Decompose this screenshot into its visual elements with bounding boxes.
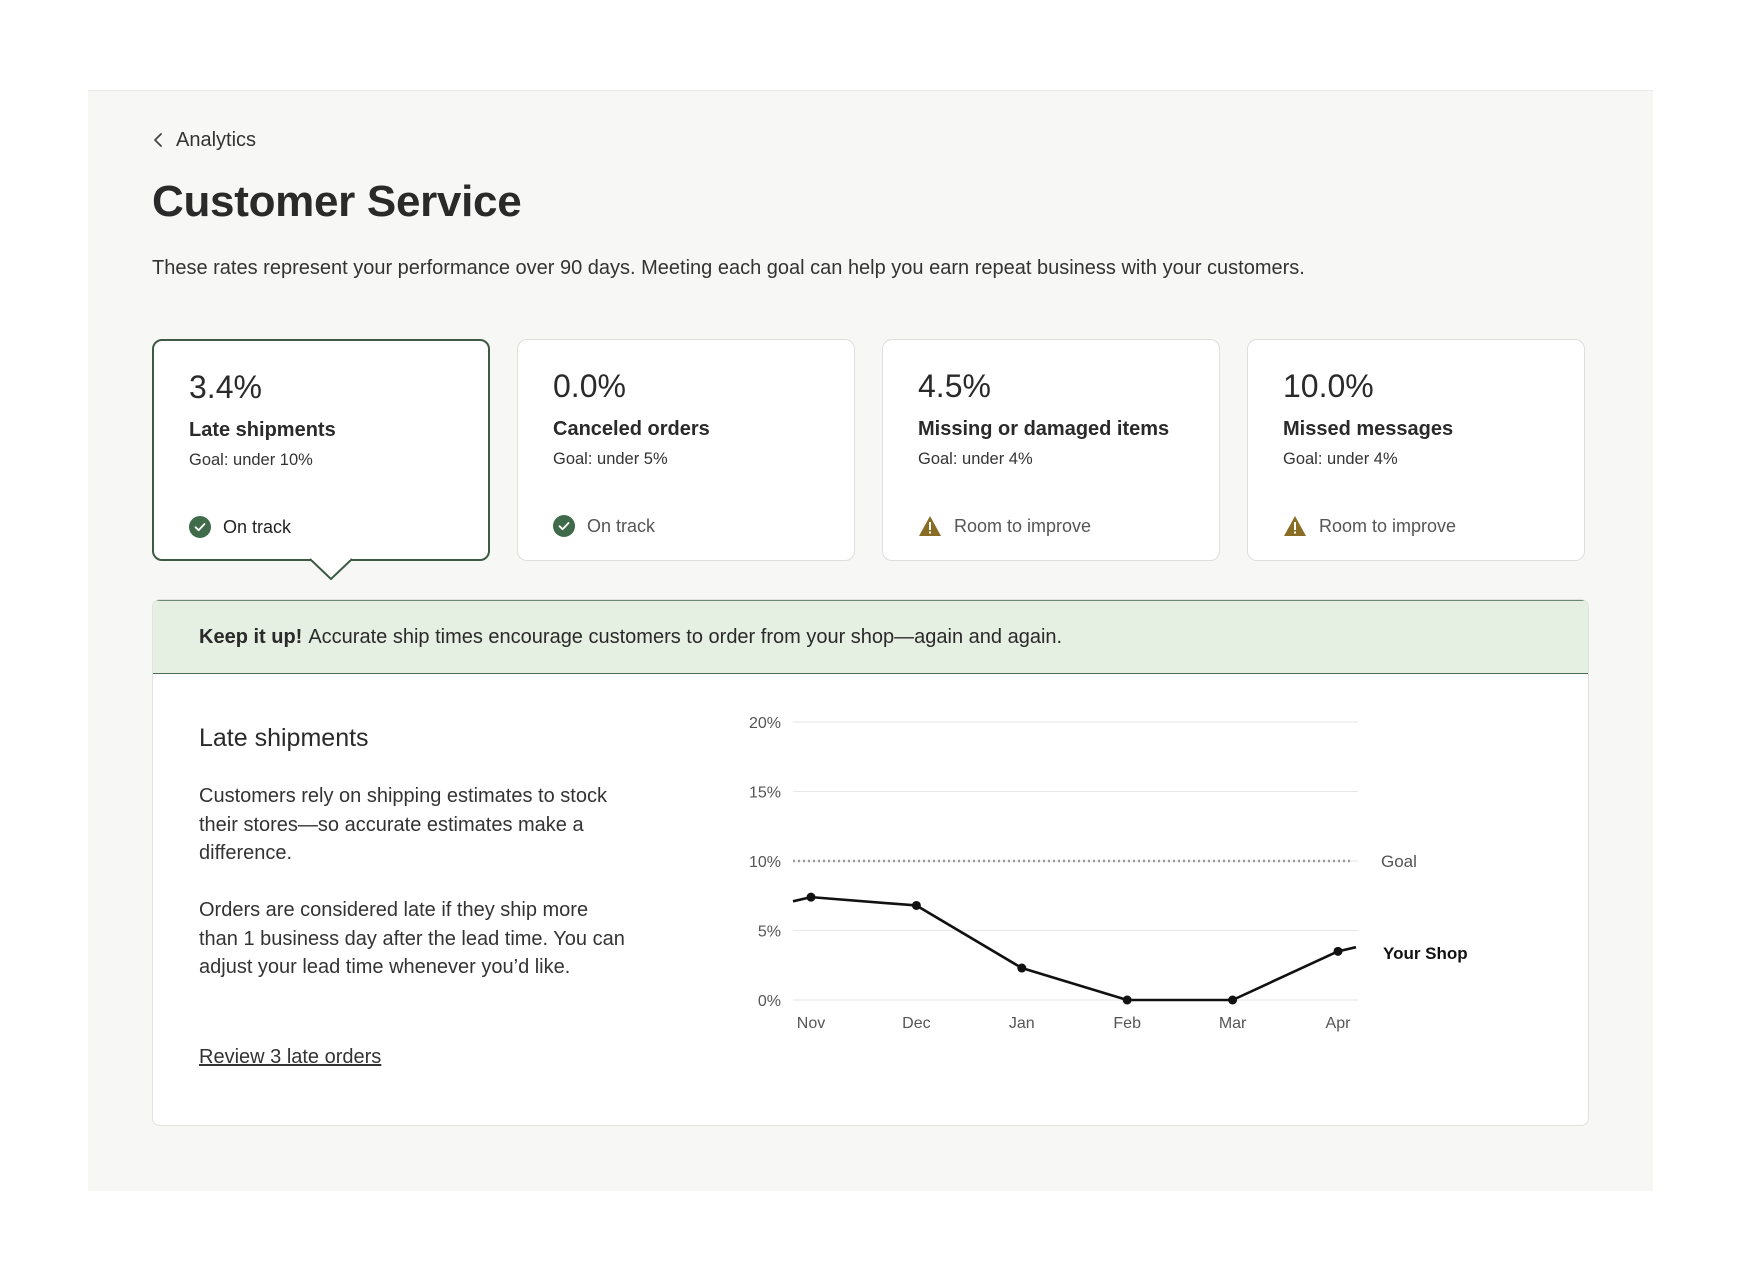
warning-triangle-icon <box>1283 515 1307 537</box>
metric-goal: Goal: under 4% <box>1283 450 1398 468</box>
breadcrumb-label[interactable]: Analytics <box>176 129 257 151</box>
data-point <box>1122 995 1132 1005</box>
y-tick-label: 10% <box>749 854 781 871</box>
series-line <box>792 895 1357 1002</box>
metric-card-canceled-orders[interactable]: 0.0% Canceled orders Goal: under 5% On t… <box>517 339 855 561</box>
metric-card-missing-damaged[interactable]: 4.5% Missing or damaged items Goal: unde… <box>882 339 1220 561</box>
page-subtitle: These rates represent your performance o… <box>152 257 1305 279</box>
status-badge: On track <box>189 516 291 538</box>
data-point <box>1017 963 1027 973</box>
warning-triangle-icon <box>918 515 942 537</box>
page-container: Analytics Customer Service These rates r… <box>88 90 1653 1191</box>
breadcrumb[interactable]: Analytics <box>152 129 256 152</box>
status-label: On track <box>587 515 656 536</box>
banner-text: Accurate ship times encourage customers … <box>308 625 1063 648</box>
y-tick-label: 20% <box>749 715 781 732</box>
metric-value: 3.4% <box>189 369 262 405</box>
data-point <box>1228 995 1238 1005</box>
late-shipments-chart: 0% 5% 10% 15% 20% Nov Dec Jan Feb Mar Apr Goal Your … <box>749 715 1468 1032</box>
goal-label: Goal <box>1381 852 1417 871</box>
data-point <box>806 892 816 902</box>
detail-paragraph: Orders are considered late if they ship … <box>199 899 625 978</box>
metric-card-missed-messages[interactable]: 10.0% Missed messages Goal: under 4% Roo… <box>1247 339 1585 561</box>
chevron-left-icon[interactable] <box>152 130 176 152</box>
status-badge: Room to improve <box>918 515 1091 537</box>
metric-name: Missing or damaged items <box>918 418 1170 440</box>
metric-value: 10.0% <box>1283 368 1374 404</box>
metric-goal: Goal: under 5% <box>553 450 668 468</box>
check-circle-icon <box>553 515 575 537</box>
status-badge: On track <box>553 515 655 537</box>
banner-strong: Keep it up! <box>199 625 303 648</box>
metric-goal: Goal: under 10% <box>189 451 313 469</box>
x-tick-label: Nov <box>797 1015 825 1032</box>
x-tick-label: Feb <box>1113 1015 1141 1032</box>
x-tick-label: Mar <box>1219 1015 1247 1032</box>
data-point <box>1333 946 1343 956</box>
status-label: On track <box>223 516 292 537</box>
detail-title: Late shipments <box>199 724 369 752</box>
page-title: Customer Service <box>152 177 522 226</box>
metric-goal: Goal: under 4% <box>918 450 1033 468</box>
x-tick-label: Dec <box>902 1015 930 1032</box>
metric-cards: 3.4% Late shipments Goal: under 10% On t… <box>152 339 1589 581</box>
metric-name: Canceled orders <box>553 418 710 440</box>
y-tick-label: 0% <box>758 993 781 1010</box>
detail-panel: Keep it up! Accurate ship times encourag… <box>152 599 1589 1126</box>
status-label: Room to improve <box>1319 515 1457 536</box>
detail-paragraph: Customers rely on shipping estimates to … <box>199 785 607 864</box>
y-tick-label: 15% <box>749 785 781 802</box>
x-tick-label: Jan <box>1009 1015 1035 1032</box>
x-tick-label: Apr <box>1326 1015 1352 1032</box>
metric-name: Late shipments <box>189 419 336 441</box>
status-badge: Room to improve <box>1283 515 1456 537</box>
check-circle-icon <box>189 516 211 538</box>
metric-card-late-shipments[interactable]: 3.4% Late shipments Goal: under 10% On t… <box>152 339 490 561</box>
data-point <box>911 900 921 910</box>
metric-name: Missed messages <box>1283 418 1454 440</box>
metric-value: 4.5% <box>918 368 991 404</box>
status-label: Room to improve <box>954 515 1092 536</box>
series-label: Your Shop <box>1383 944 1468 963</box>
review-late-orders-link[interactable]: Review 3 late orders <box>199 1046 382 1068</box>
metric-value: 0.0% <box>553 368 626 404</box>
y-tick-label: 5% <box>758 924 781 941</box>
feedback-banner: Keep it up! Accurate ship times encourag… <box>153 600 1588 674</box>
